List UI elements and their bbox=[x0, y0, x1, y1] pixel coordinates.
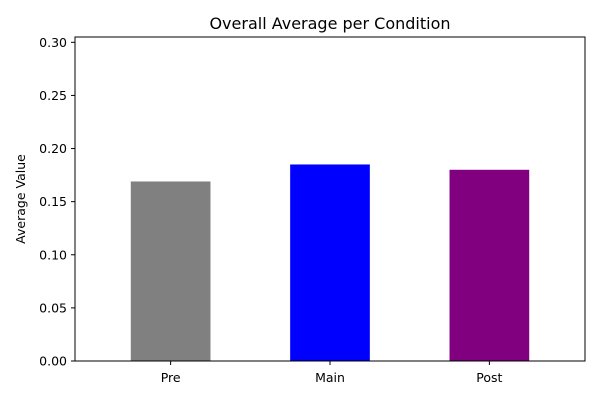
y-tick-label: 0.20 bbox=[39, 141, 67, 156]
x-axis: Pre Main Post bbox=[161, 361, 503, 385]
x-tick-label: Post bbox=[476, 370, 502, 385]
bars-group bbox=[130, 164, 530, 361]
bar-pre bbox=[130, 181, 211, 361]
y-tick-label: 0.10 bbox=[39, 247, 67, 262]
y-tick-label: 0.05 bbox=[39, 300, 67, 315]
x-tick-label: Pre bbox=[161, 370, 181, 385]
y-axis: 0.00 0.05 0.10 0.15 0.20 0.25 0.30 bbox=[39, 35, 75, 369]
y-axis-label: Average Value bbox=[13, 154, 28, 244]
y-tick-label: 0.15 bbox=[39, 194, 67, 209]
y-tick-label: 0.25 bbox=[39, 88, 67, 103]
bar-post bbox=[449, 169, 530, 361]
y-tick-label: 0.00 bbox=[39, 354, 67, 369]
bar-main bbox=[290, 164, 370, 361]
y-tick-label: 0.30 bbox=[39, 35, 67, 50]
chart-title: Overall Average per Condition bbox=[209, 14, 450, 33]
x-tick-label: Main bbox=[315, 370, 345, 385]
